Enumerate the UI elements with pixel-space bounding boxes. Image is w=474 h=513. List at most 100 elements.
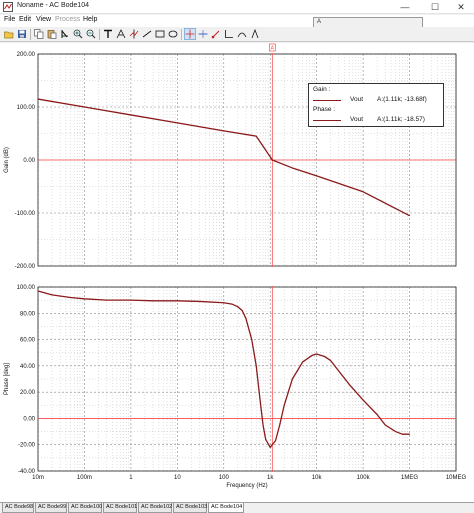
data-point (245, 318, 247, 320)
zoom-in-icon[interactable] (72, 28, 84, 40)
menu-help[interactable]: Help (83, 16, 98, 23)
x-tick-label: 10k (312, 475, 323, 481)
marker-icon[interactable] (210, 28, 222, 40)
menu-file[interactable]: File (4, 16, 16, 23)
toolbar (0, 27, 474, 42)
cursor-panel-header: A (317, 19, 322, 25)
horizontal-cursor-icon[interactable] (197, 28, 209, 40)
data-point (330, 360, 332, 362)
data-point (198, 300, 200, 302)
data-point (362, 191, 364, 193)
data-point (316, 353, 318, 355)
data-point (409, 433, 411, 435)
axis-icon[interactable] (223, 28, 235, 40)
rectangle-icon[interactable] (154, 28, 166, 40)
app-icon (3, 2, 13, 12)
x-tick-label: 100k (357, 475, 371, 481)
maximize-button[interactable]: ☐ (430, 2, 440, 12)
data-point (223, 302, 225, 304)
y-tick-label: 60.00 (20, 338, 36, 344)
x-tick-label: 10m (32, 475, 44, 481)
tab-ac-bode98[interactable]: AC Bode98 (2, 503, 34, 513)
data-point (152, 300, 154, 302)
cursor-marker (268, 43, 276, 52)
legend[interactable]: Gain : Vout A:(1.11k; -13.68f) Phase : V… (308, 83, 444, 127)
tab-ac-bode103[interactable]: AC Bode103 (173, 503, 207, 513)
x-tick-label: 1k (267, 475, 274, 481)
data-point (251, 339, 253, 341)
data-point (255, 135, 257, 137)
window-title: Noname - AC Bode104 (17, 2, 89, 9)
y-tick-label: 200.00 (17, 52, 36, 58)
data-point (302, 361, 304, 363)
legend-phase-series: Vout (350, 116, 364, 123)
vertical-cursor-icon[interactable] (128, 28, 140, 40)
data-point (231, 303, 233, 305)
minimize-button[interactable]: — (400, 2, 410, 12)
toolbar-separator (99, 29, 100, 40)
data-point (324, 356, 326, 358)
data-point (384, 424, 386, 426)
pan-icon[interactable] (249, 28, 261, 40)
title-bar: Noname - AC Bode104 — ☐ ✕ (0, 0, 474, 14)
tab-ac-bode101[interactable]: AC Bode101 (103, 503, 137, 513)
x-tick-label: 1MEG (401, 475, 418, 481)
crosshair-cursor-icon[interactable] (184, 28, 196, 40)
legend-gain-swatch (313, 100, 341, 101)
menu-edit[interactable]: Edit (19, 16, 32, 23)
tab-ac-bode99[interactable]: AC Bode99 (35, 503, 67, 513)
x-tick-label: 10 (174, 475, 181, 481)
data-point (130, 114, 132, 116)
data-point (395, 431, 397, 433)
y-tick-label: 20.00 (20, 390, 36, 396)
y-tick-label: -20.00 (18, 443, 36, 449)
data-point (283, 404, 285, 406)
data-point (291, 378, 293, 380)
y-axis-label: Gain (dB) (4, 147, 10, 173)
data-point (223, 130, 225, 132)
data-point (37, 290, 39, 292)
y-tick-label: -100.00 (15, 211, 36, 217)
data-point (51, 294, 53, 296)
data-point (291, 167, 293, 169)
cursor-tool-icon[interactable] (115, 28, 127, 40)
data-point (37, 98, 39, 100)
legend-phase-value: A:(1.11k; -18.57) (377, 116, 425, 123)
y-tick-label: 0.00 (23, 158, 35, 164)
gain-chart[interactable]: 200.00 100.00 0.00 -100.00 -200.00 Gain (dB) (4, 52, 457, 270)
cursor-marker-label: A (271, 46, 275, 52)
tab-ac-bode100[interactable]: AC Bode100 (68, 503, 102, 513)
ellipse-icon[interactable] (167, 28, 179, 40)
bode-plot-area[interactable]: 200.00 100.00 0.00 -100.00 -200.00 Gain (dB) … (0, 43, 474, 503)
data-point (376, 413, 378, 415)
text-tool-icon[interactable] (102, 28, 114, 40)
tab-ac-bode102[interactable]: AC Bode102 (138, 503, 172, 513)
data-point (176, 122, 178, 124)
zoom-out-icon[interactable] (85, 28, 97, 40)
menu-process[interactable]: Process (55, 16, 81, 23)
data-point (241, 310, 243, 312)
y-tick-label: 0.00 (23, 416, 35, 422)
data-point (316, 175, 318, 177)
legend-gain-series: Vout (350, 96, 364, 103)
menu-view[interactable]: View (36, 16, 52, 23)
data-point (176, 300, 178, 302)
tangent-icon[interactable] (236, 28, 248, 40)
copy-icon[interactable] (33, 28, 45, 40)
tab-ac-bode104[interactable]: AC Bode104 (208, 503, 244, 513)
legend-phase-swatch (313, 120, 341, 121)
data-point (311, 354, 313, 356)
save-icon[interactable] (16, 28, 28, 40)
data-point (279, 424, 281, 426)
close-button[interactable]: ✕ (457, 2, 465, 12)
phase-chart[interactable]: 100.00 80.00 60.00 40.00 20.00 0.00 -20.00 -40.… (4, 285, 467, 489)
open-icon[interactable] (3, 28, 15, 40)
data-point (401, 433, 403, 435)
line-tool-icon[interactable] (141, 28, 153, 40)
data-point (338, 370, 340, 372)
paste-icon[interactable] (46, 28, 58, 40)
data-point (69, 297, 71, 299)
print-icon[interactable] (59, 28, 71, 40)
x-axis-label: Frequency (Hz) (226, 483, 267, 489)
